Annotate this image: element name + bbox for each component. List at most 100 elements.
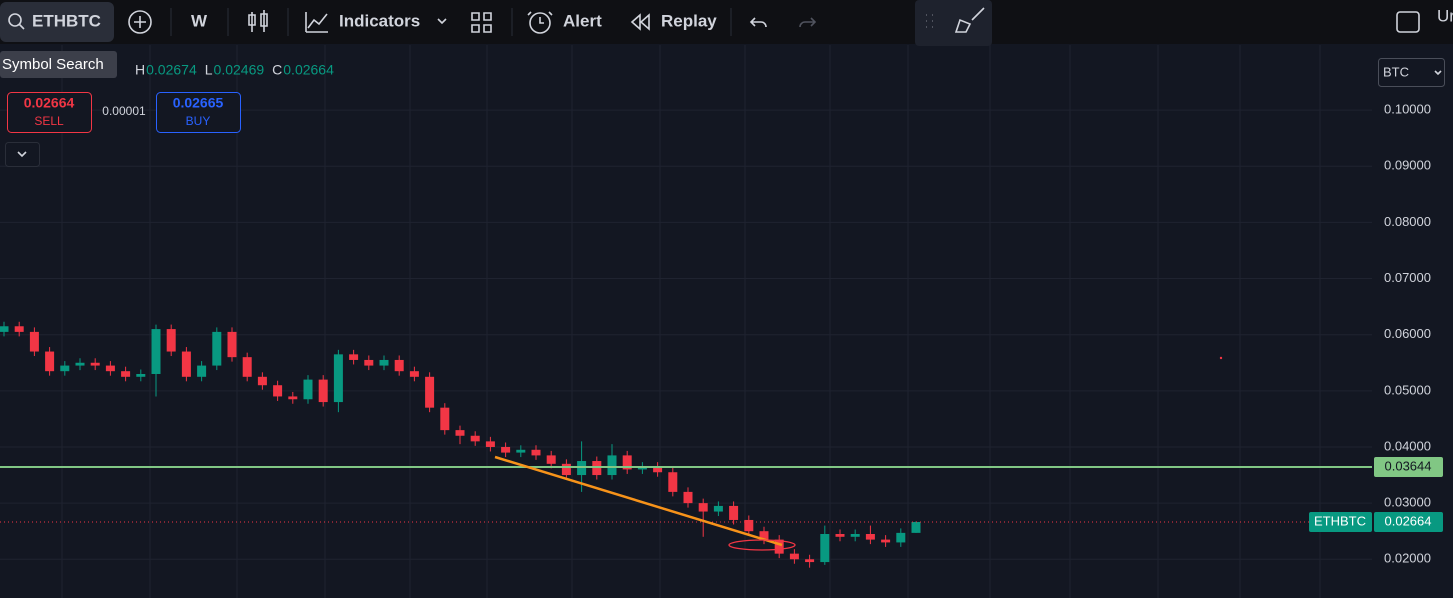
candle-body: [394, 359, 404, 372]
last-price-label: 0.02664: [1385, 513, 1432, 528]
alert-icon: [529, 12, 551, 34]
y-tick-label: 0.02000: [1384, 551, 1431, 566]
buy-button[interactable]: [156, 92, 241, 133]
candle-body: [257, 376, 267, 386]
candle-body: [364, 359, 374, 366]
candle-body: [197, 365, 207, 377]
candle-body: [805, 559, 815, 563]
candle-body: [75, 362, 85, 366]
candle-body: [409, 371, 419, 377]
sell-label[interactable]: SELL: [34, 114, 64, 128]
candle-body: [29, 331, 39, 352]
candle-body: [440, 407, 450, 431]
y-tick-label: 0.05000: [1384, 382, 1431, 397]
candle-body: [607, 455, 617, 476]
currency[interactable]: BTC: [1383, 64, 1409, 79]
candle-body: [60, 365, 70, 372]
candle-body: [121, 371, 131, 377]
candle-body: [181, 351, 191, 377]
candle-body: [349, 354, 359, 360]
chevron: [17, 151, 27, 158]
symbol-label-bg: [1309, 511, 1372, 532]
sell-price[interactable]: 0.02664: [24, 95, 75, 111]
candle-body: [151, 329, 161, 374]
candle-body: [713, 505, 723, 512]
candle-body: [668, 472, 678, 492]
fullscreen-button[interactable]: [1396, 11, 1420, 33]
drawing-toolbar: [915, 0, 992, 46]
indicators-icon: [305, 12, 328, 33]
candle-body: [136, 373, 146, 377]
indicators-button[interactable]: Indicators: [339, 11, 420, 30]
candle-body: [835, 533, 845, 537]
search-icon: [18, 23, 25, 30]
buy-label[interactable]: BUY: [186, 114, 211, 128]
candle-body: [577, 461, 587, 476]
undo-button[interactable]: [749, 17, 767, 28]
y-tick-label: 0.09000: [1384, 158, 1431, 173]
search-icon: [8, 13, 22, 27]
y-tick-label: 0.07000: [1384, 270, 1431, 285]
y-tick-label: 0.08000: [1384, 214, 1431, 229]
candle-body: [455, 430, 465, 436]
plus-icon: [134, 16, 146, 28]
chart-type-button[interactable]: [248, 10, 268, 32]
candle-body: [14, 326, 24, 332]
candle-body: [333, 354, 343, 403]
candle-body: [318, 379, 328, 403]
candle-body: [242, 357, 252, 377]
highlight-ellipse: [728, 539, 796, 551]
candle-body: [90, 362, 100, 366]
symbol[interactable]: ETHBTC: [32, 11, 101, 30]
legend-key: H: [135, 62, 145, 78]
candle-body: [789, 553, 799, 560]
dropdown-arrow[interactable]: [437, 18, 447, 25]
toolbar-cut-off[interactable]: Ur: [1437, 6, 1453, 25]
candle-body: [729, 505, 739, 520]
y-tick-label: 0.10000: [1384, 102, 1431, 117]
candle-body: [516, 449, 526, 453]
candle-body: [379, 359, 389, 366]
candle-body: [470, 435, 480, 442]
candle-body: [0, 326, 9, 332]
candle-body: [698, 503, 708, 512]
legend-value: 0.02674: [146, 62, 197, 78]
candle-body: [561, 463, 571, 476]
candle-body: [637, 466, 647, 470]
alert-icon: [527, 11, 553, 24]
candle-body: [896, 532, 906, 543]
currency-select[interactable]: [1378, 58, 1445, 87]
candle-body: [881, 539, 891, 543]
symbol-button[interactable]: [0, 2, 114, 42]
sell-button[interactable]: [7, 92, 92, 133]
legend-value: 0.02469: [214, 62, 265, 78]
last-price-label-bg: [1374, 511, 1443, 532]
candle-body: [820, 533, 830, 563]
buy-price[interactable]: 0.02665: [173, 95, 224, 111]
spread: 0.00001: [102, 104, 146, 118]
plot-area: [0, 109, 1372, 568]
layout-button[interactable]: [471, 12, 492, 33]
ohlc-legend: H 0.02674 L 0.02469 C 0.02664: [135, 62, 334, 78]
trend-line: [494, 455, 783, 547]
redo-button[interactable]: [799, 17, 817, 28]
compare-button[interactable]: [128, 10, 152, 34]
interval[interactable]: W: [191, 11, 208, 30]
replay-button[interactable]: Replay: [661, 11, 717, 30]
candle-body: [911, 521, 921, 533]
drag-handle[interactable]: [926, 14, 933, 28]
candle-body: [683, 491, 693, 504]
legend-key: L: [205, 62, 213, 78]
candle-body: [105, 365, 115, 372]
tooltip-text: Symbol Search: [2, 56, 104, 73]
candle-body: [653, 466, 663, 473]
candle-body: [774, 539, 784, 554]
candle-body: [622, 455, 632, 470]
y-tick-label: 0.06000: [1384, 326, 1431, 341]
drawing-tool-button[interactable]: [954, 7, 985, 33]
tooltip: [0, 51, 117, 78]
candle-body: [546, 455, 556, 464]
alert-button[interactable]: Alert: [563, 11, 602, 30]
